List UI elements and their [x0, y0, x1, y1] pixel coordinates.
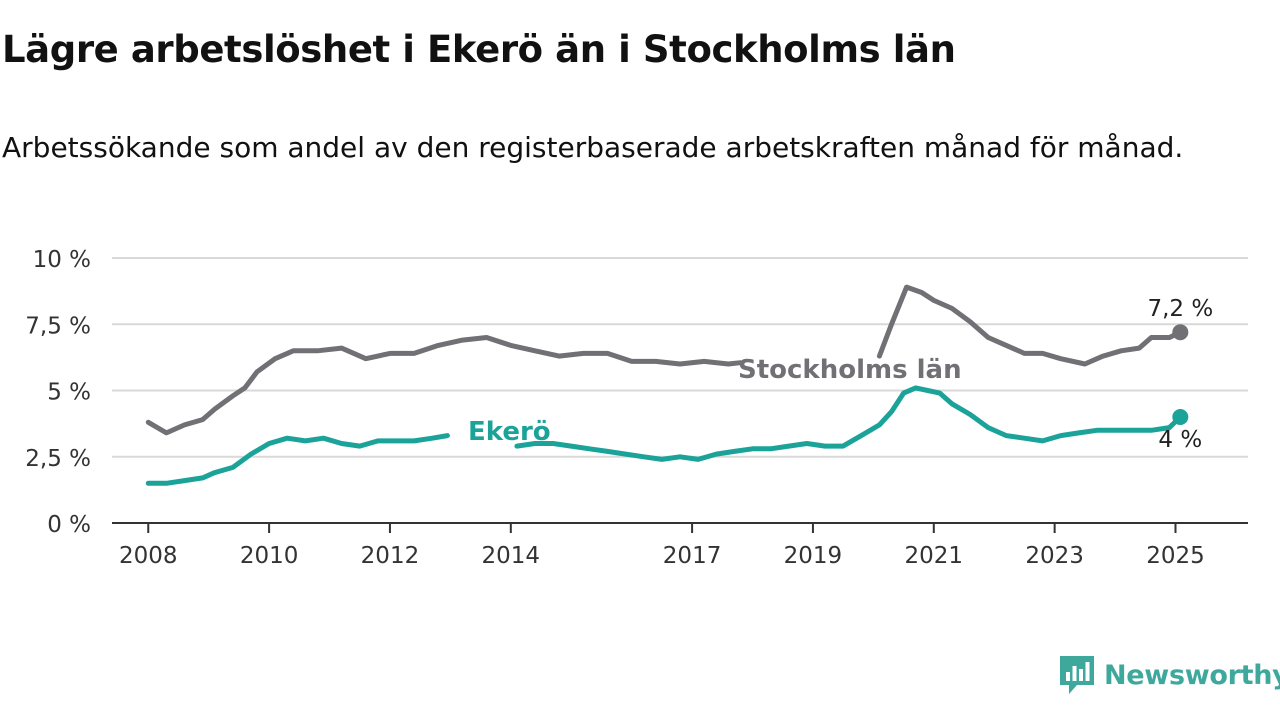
y-tick-label: 5 % [47, 380, 91, 406]
series-name-label: Ekerö [468, 417, 551, 447]
x-tick-label: 2010 [240, 543, 299, 569]
x-tick-label: 2021 [905, 543, 964, 569]
brand-name: Newsworthy [1104, 659, 1280, 691]
series-end-marker [1172, 409, 1189, 425]
x-tick-label: 2023 [1025, 543, 1084, 569]
series-line-stockholms-lan [145, 335, 743, 436]
series-end-label: 7,2 % [1147, 296, 1213, 322]
y-tick-label: 10 % [33, 247, 91, 273]
y-tick-label: 7,5 % [25, 313, 91, 339]
chart-subtitle: Arbetssökande som andel av den registerb… [2, 131, 1184, 164]
x-tick-label: 2014 [482, 543, 541, 569]
x-tick-label: 2025 [1146, 543, 1205, 569]
y-tick-label: 0 % [47, 512, 91, 538]
y-tick-label: 2,5 % [25, 446, 91, 472]
newsworthy-logo: Newsworthy [1058, 654, 1280, 696]
line-chart: 0 % 2,5 % 5 % 7,5 % 10 % 2008 2010 2012 2014 2017… [25, 247, 1248, 569]
series-line-ekero [514, 385, 1183, 462]
x-tick-label: 2012 [361, 543, 420, 569]
series-end-label: 4 % [1158, 427, 1202, 453]
series-line-stockholms-lan [876, 284, 1183, 367]
x-tick-label: 2017 [663, 543, 722, 569]
series-end-marker [1172, 324, 1189, 341]
chart-speech-bubble-icon [1060, 656, 1094, 694]
x-tick-label: 2008 [119, 543, 178, 569]
series-name-label: Stockholms län [738, 355, 962, 385]
x-tick-label: 2019 [784, 543, 843, 569]
chart-title: Lägre arbetslöshet i Ekerö än i Stockhol… [2, 28, 956, 71]
series-line-ekero [145, 433, 450, 486]
